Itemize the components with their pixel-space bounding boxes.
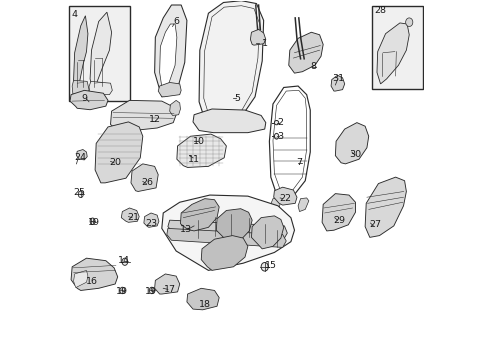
Ellipse shape	[78, 191, 83, 198]
Polygon shape	[167, 228, 286, 247]
Text: 2: 2	[277, 118, 283, 127]
Polygon shape	[298, 198, 309, 212]
Ellipse shape	[406, 18, 413, 27]
Polygon shape	[331, 75, 344, 91]
Text: 10: 10	[193, 137, 205, 146]
Text: 28: 28	[374, 6, 387, 15]
Polygon shape	[74, 16, 88, 95]
Polygon shape	[177, 134, 226, 167]
Text: 4: 4	[72, 10, 77, 19]
Polygon shape	[199, 1, 264, 131]
Polygon shape	[89, 81, 112, 95]
Polygon shape	[322, 194, 355, 231]
Polygon shape	[155, 5, 187, 97]
Polygon shape	[76, 149, 87, 160]
Text: 11: 11	[188, 155, 200, 164]
Polygon shape	[377, 23, 409, 84]
Text: 22: 22	[279, 194, 291, 203]
Polygon shape	[70, 90, 108, 110]
Text: 6: 6	[174, 17, 180, 26]
Text: 21: 21	[127, 213, 139, 222]
Text: 30: 30	[349, 150, 362, 159]
Polygon shape	[162, 195, 294, 270]
Polygon shape	[187, 288, 219, 310]
Text: 17: 17	[164, 285, 176, 294]
Ellipse shape	[122, 258, 128, 265]
Text: 27: 27	[369, 220, 381, 229]
Text: 7: 7	[296, 158, 302, 167]
Text: 3: 3	[277, 132, 283, 141]
Polygon shape	[274, 187, 297, 205]
Text: 18: 18	[199, 300, 211, 309]
Ellipse shape	[274, 134, 279, 139]
Polygon shape	[216, 209, 252, 242]
Polygon shape	[289, 32, 323, 73]
Polygon shape	[144, 213, 159, 227]
Bar	[69, 6, 129, 101]
Text: 29: 29	[333, 216, 345, 225]
Text: 19: 19	[145, 287, 157, 296]
Polygon shape	[160, 24, 177, 87]
Ellipse shape	[149, 287, 154, 294]
Text: 13: 13	[180, 225, 192, 234]
Text: 19: 19	[116, 287, 128, 296]
Text: 15: 15	[265, 261, 277, 270]
Polygon shape	[365, 177, 406, 237]
Text: 5: 5	[234, 94, 240, 103]
Text: 20: 20	[109, 158, 121, 167]
Polygon shape	[180, 199, 219, 231]
Text: 14: 14	[118, 256, 130, 265]
Text: 8: 8	[311, 62, 317, 71]
Polygon shape	[131, 164, 158, 192]
Text: 19: 19	[88, 218, 100, 227]
Polygon shape	[74, 270, 88, 288]
Polygon shape	[90, 12, 112, 95]
Text: 24: 24	[74, 153, 86, 162]
Text: 26: 26	[142, 178, 153, 187]
Polygon shape	[201, 235, 248, 270]
Polygon shape	[158, 82, 181, 97]
Polygon shape	[250, 30, 266, 45]
Polygon shape	[122, 208, 139, 222]
Polygon shape	[193, 109, 266, 133]
Text: 23: 23	[145, 219, 157, 228]
Bar	[372, 6, 422, 89]
Text: 16: 16	[86, 276, 98, 285]
Polygon shape	[251, 216, 284, 249]
Polygon shape	[72, 80, 89, 95]
Polygon shape	[168, 220, 287, 239]
Text: 1: 1	[262, 39, 268, 48]
Text: 25: 25	[74, 188, 85, 197]
Text: 31: 31	[332, 75, 344, 84]
Text: 12: 12	[148, 115, 161, 124]
Polygon shape	[95, 122, 143, 183]
Text: 9: 9	[81, 94, 87, 103]
Polygon shape	[270, 198, 281, 212]
Polygon shape	[335, 123, 368, 164]
Ellipse shape	[274, 121, 279, 125]
Polygon shape	[111, 100, 176, 132]
Ellipse shape	[90, 218, 95, 225]
Ellipse shape	[120, 287, 125, 294]
Polygon shape	[155, 274, 180, 294]
Polygon shape	[170, 100, 180, 116]
Ellipse shape	[261, 262, 269, 271]
Polygon shape	[71, 258, 118, 291]
